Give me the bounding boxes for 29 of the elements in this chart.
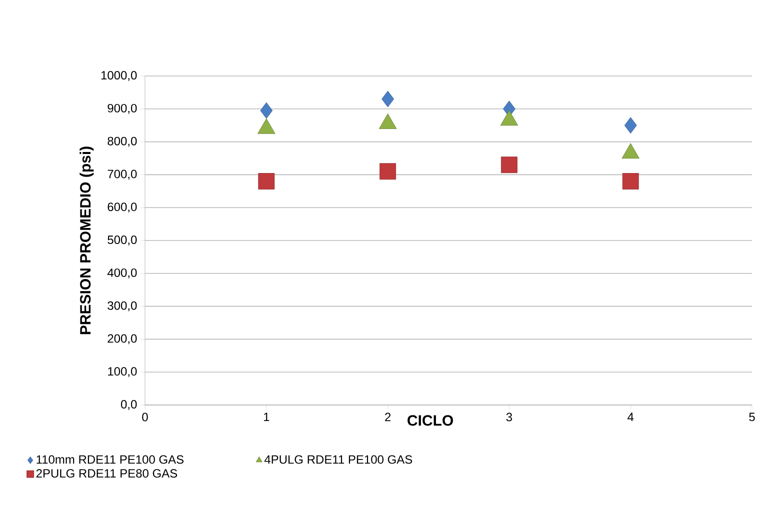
point <box>624 117 637 134</box>
point <box>258 173 275 190</box>
y-tick-label: 700,0 <box>108 170 137 180</box>
point <box>382 90 394 108</box>
x-axis-title: CICLO <box>408 415 453 426</box>
x-tick-label: 0 <box>142 412 148 422</box>
y-tick-label: 400,0 <box>107 268 137 278</box>
point <box>501 156 518 174</box>
x-tick-label: 1 <box>264 412 270 422</box>
y-tick-label: 200,0 <box>108 334 137 344</box>
y-tick-label: 1000,0 <box>101 71 137 81</box>
x-tick-label: 3 <box>506 412 512 422</box>
legend-label: 110mm RDE11 PE100 GAS <box>36 455 184 464</box>
y-tick-label: 100,0 <box>108 367 137 378</box>
point <box>622 173 639 190</box>
point <box>260 102 273 119</box>
x-tick-label: 4 <box>628 412 634 422</box>
y-tick-label: 900,0 <box>108 104 137 114</box>
y-axis-title: PRESION PROMEDIO (psi) <box>80 146 94 334</box>
y-tick-label: 300,0 <box>108 301 137 312</box>
point <box>380 163 396 180</box>
y-tick-label: 0,0 <box>120 400 137 410</box>
legend-label: 4PULG RDE11 PE100 GAS <box>264 455 412 464</box>
y-tick-label: 800,0 <box>108 136 137 147</box>
y-tick-label: 600,0 <box>108 202 137 213</box>
legend-label: 2PULG RDE11 PE80 GAS <box>36 469 178 478</box>
y-tick-label: 500,0 <box>108 236 137 246</box>
x-tick-label: 5 <box>749 412 755 422</box>
x-tick-label: 2 <box>385 412 391 422</box>
